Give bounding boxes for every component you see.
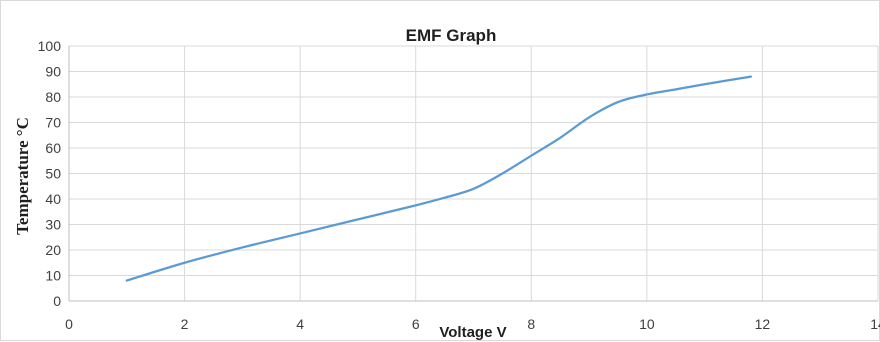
series-line (125, 75, 752, 282)
y-tick-label: 20 (45, 242, 61, 258)
y-tick-label: 50 (45, 166, 61, 182)
series-layer (125, 75, 752, 282)
x-tick-label: 14 (870, 316, 880, 332)
x-tick-label: 0 (65, 316, 73, 332)
x-tick-label: 4 (296, 316, 304, 332)
y-tick-label: 80 (45, 89, 61, 105)
x-tick-label: 10 (639, 316, 655, 332)
grid-layer (69, 45, 879, 301)
axis-layer (68, 46, 878, 302)
y-tick-label: 30 (45, 217, 61, 233)
x-tick-label: 12 (755, 316, 771, 332)
x-tick-label: 2 (181, 316, 189, 332)
y-tick-label: 100 (38, 38, 62, 54)
y-tick-label: 90 (45, 64, 61, 80)
chart-title: EMF Graph (406, 26, 497, 45)
y-tick-label: 60 (45, 140, 61, 156)
y-tick-labels: 0 10 20 30 40 50 60 70 80 90 100 (38, 38, 62, 309)
x-axis-label: Voltage V (439, 324, 506, 341)
y-axis-label: Temperature °C (13, 117, 32, 235)
y-tick-label: 10 (45, 268, 61, 284)
y-tick-label: 40 (45, 191, 61, 207)
y-tick-label: 0 (53, 293, 61, 309)
y-tick-label: 70 (45, 115, 61, 131)
x-tick-label: 6 (412, 316, 420, 332)
x-tick-labels: 0 2 4 6 8 10 12 14 (65, 316, 880, 332)
x-tick-label: 8 (527, 316, 535, 332)
